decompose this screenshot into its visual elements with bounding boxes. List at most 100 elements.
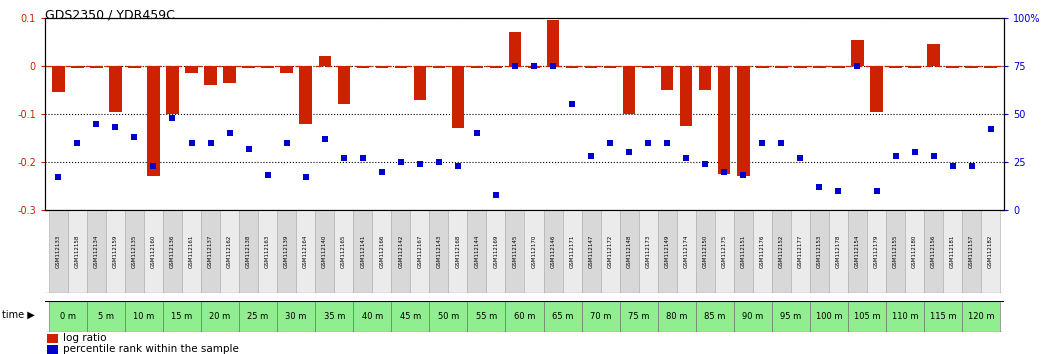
Bar [181,210,201,293]
Bar [90,66,103,68]
Point [792,155,809,161]
Bar [734,210,753,293]
Text: GSM112161: GSM112161 [189,235,194,268]
Bar [871,66,882,112]
Bar [620,210,639,293]
Point [887,153,904,159]
Bar [946,66,959,68]
Bar [680,66,692,126]
Point [50,175,67,180]
Bar [125,301,163,332]
Text: GSM112177: GSM112177 [798,235,802,268]
Bar [487,210,506,293]
Bar [220,210,239,293]
Bar [49,301,87,332]
Bar [832,66,844,68]
Text: 85 m: 85 m [704,312,726,321]
Bar [620,301,658,332]
Bar [581,210,601,293]
Text: GSM112135: GSM112135 [132,235,137,268]
Bar [965,66,978,68]
Bar [868,210,886,293]
Text: 65 m: 65 m [552,312,573,321]
Text: 0 m: 0 m [60,312,76,321]
Text: 15 m: 15 m [171,312,193,321]
Point [944,163,961,169]
Point [678,155,694,161]
Bar [468,210,487,293]
Point [849,63,865,69]
Bar [201,210,220,293]
Bar [604,66,617,68]
Bar [601,210,620,293]
Bar [924,210,943,293]
Bar [848,210,868,293]
Text: GSM112166: GSM112166 [380,235,384,268]
Bar [372,210,391,293]
Bar [128,66,141,68]
Point [735,173,752,178]
Bar [852,40,863,66]
Bar [794,66,807,68]
Bar [714,210,734,293]
Point [715,169,732,175]
Text: GSM112163: GSM112163 [265,235,271,268]
Bar [432,66,445,68]
Bar [695,210,714,293]
Text: 60 m: 60 m [514,312,535,321]
Point [582,153,599,159]
Bar [163,210,181,293]
Text: GSM112154: GSM112154 [855,235,860,268]
Bar [528,66,540,68]
Point [297,175,314,180]
Text: GSM112176: GSM112176 [759,235,765,268]
Text: GSM112159: GSM112159 [113,235,117,268]
Text: GSM112158: GSM112158 [74,235,80,268]
Bar [242,66,255,68]
Bar [354,301,391,332]
Text: 10 m: 10 m [133,312,154,321]
Bar [756,66,769,68]
Bar [201,301,239,332]
Text: GSM112148: GSM112148 [626,235,631,268]
Bar [791,210,810,293]
Point [869,188,885,194]
Text: GSM112167: GSM112167 [418,235,423,268]
Point [773,140,790,145]
Text: 40 m: 40 m [362,312,383,321]
Bar [125,210,144,293]
Bar [186,66,197,73]
Bar [506,301,543,332]
Point [411,161,428,167]
Text: GSM112152: GSM112152 [778,235,784,268]
Bar [391,210,410,293]
Bar [429,301,468,332]
Point [430,159,447,165]
Bar [658,301,695,332]
Point [563,102,580,107]
Bar [448,210,468,293]
Text: 70 m: 70 m [590,312,612,321]
Point [754,140,771,145]
Text: 30 m: 30 m [285,312,307,321]
Point [469,130,486,136]
Text: 110 m: 110 m [892,312,918,321]
Bar [239,210,258,293]
Text: GSM112180: GSM112180 [912,235,917,268]
Text: GSM112182: GSM112182 [988,235,993,268]
Point [69,140,86,145]
Text: GSM112141: GSM112141 [360,235,365,268]
Bar [543,210,562,293]
Text: GSM112153: GSM112153 [817,235,822,268]
Text: GSM112171: GSM112171 [570,235,575,268]
Text: 20 m: 20 m [210,312,231,321]
Bar [737,66,749,176]
Bar [354,210,372,293]
Bar [277,301,315,332]
Text: GSM112178: GSM112178 [836,235,841,268]
Text: GSM112133: GSM112133 [56,235,61,268]
Point [240,146,257,152]
Point [963,163,980,169]
Bar [391,301,429,332]
Text: GDS2350 / YDR459C: GDS2350 / YDR459C [45,8,175,21]
